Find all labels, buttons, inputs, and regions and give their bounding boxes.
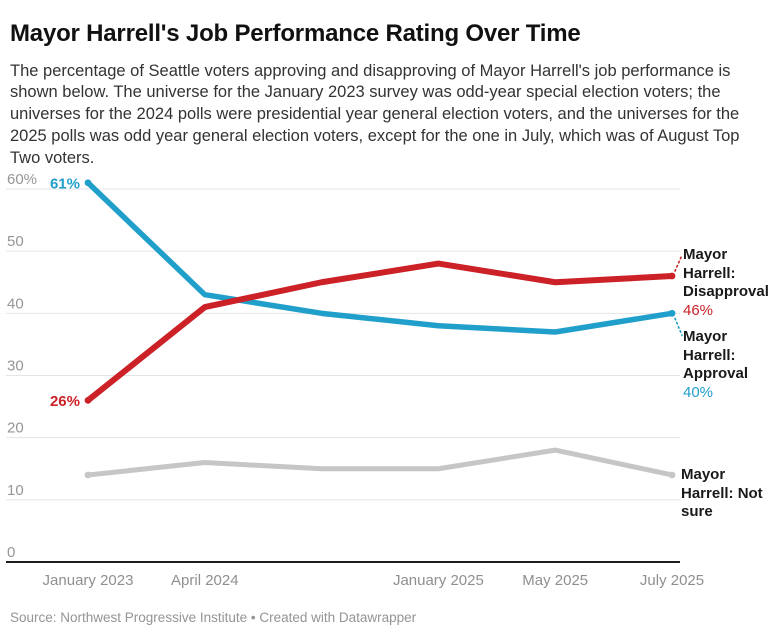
x-tick-label: January 2023 [43,572,134,589]
mayor-harrell-not-sureline [85,447,675,478]
chart-title: Mayor Harrell's Job Performance Rating O… [10,20,581,48]
mayor-harrell-disapprovalline [85,260,675,404]
mayor-harrell-approvalline [85,180,675,335]
start-value-label: 61% [50,175,80,192]
line-endpoint-dot [84,396,92,404]
series-label-not-sure: Mayor Harrell: Not sure [681,466,768,522]
line-endpoint-dot [668,272,676,280]
series-label-disapproval-value: 46% [683,301,714,319]
start-value-label: 26% [50,393,80,410]
disapproval-leader-line [674,254,683,272]
x-tick-label: May 2025 [522,572,588,589]
y-tick-label: 50 [7,233,24,250]
series-label-approval-name: Mayor Harrell: Approval [683,328,749,382]
series-label-disapproval: Mayor Harrell: Disapproval 46% [683,246,768,320]
y-tick-label: 0 [7,544,15,561]
y-tick-label: 30 [7,357,24,374]
series-label-approval: Mayor Harrell: Approval 40% [683,328,768,402]
line-endpoint-dot [668,309,676,317]
y-tick-label: 40 [7,295,24,312]
line-endpoint-dot [668,471,676,479]
series-label-not-sure-name: Mayor Harrell: Not sure [681,466,763,520]
x-tick-label: April 2024 [171,572,239,589]
line-chart: 0 10 20 30 40 50 60% January 2023 April 2024 Janu… [6,171,704,589]
line-endpoint-dot [84,471,92,479]
approval-leader-line [674,317,683,337]
series-label-approval-value: 40% [683,383,714,401]
y-tick-label: 10 [7,482,24,499]
source-attribution: Source: Northwest Progressive Institute … [10,610,417,625]
y-tick-label: 20 [7,420,24,437]
x-tick-label: January 2025 [393,572,484,589]
line-endpoint-dot [84,179,92,187]
chart-description: The percentage of Seattle voters approvi… [10,61,740,167]
y-tick-label: 60% [7,171,37,188]
series-label-disapproval-name: Mayor Harrell: Disapproval [683,246,768,300]
x-tick-label: July 2025 [640,572,704,589]
